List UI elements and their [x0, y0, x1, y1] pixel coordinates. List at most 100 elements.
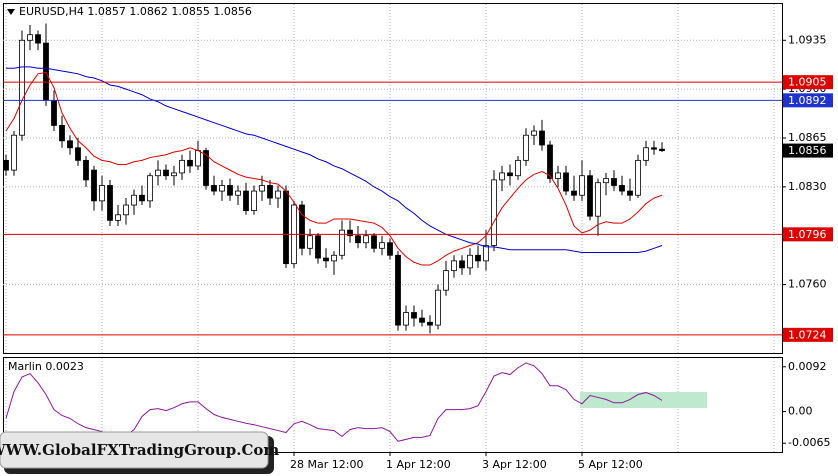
candle-body	[387, 242, 393, 256]
grid-layer	[3, 4, 782, 452]
candle-body	[475, 254, 481, 262]
candle-body	[515, 159, 521, 177]
candle-body	[499, 172, 505, 181]
watermark: WWW.GlobalFXTradingGroup.Com	[0, 431, 279, 474]
candle-body	[27, 34, 33, 41]
candle-body	[251, 190, 257, 212]
candle-body	[555, 172, 561, 179]
candle-body	[155, 169, 161, 177]
y-tick-label: 1.0865	[788, 131, 827, 144]
candle-body	[363, 235, 369, 244]
y-tick-label: -0.0065	[788, 436, 830, 449]
candle-body	[83, 159, 89, 181]
candle-body	[187, 159, 193, 167]
candle-body	[403, 312, 409, 326]
candle-body	[603, 178, 609, 184]
candle-body	[139, 194, 145, 202]
y-tick-label: 1.0830	[788, 180, 827, 193]
main-panel	[3, 3, 783, 354]
candle-body	[123, 204, 129, 216]
moving-average	[6, 66, 663, 253]
candle-body	[419, 317, 425, 323]
collapse-arrow	[7, 9, 15, 15]
candle-body	[299, 204, 305, 249]
candle-body	[467, 254, 473, 269]
candle-body	[619, 185, 625, 192]
candle-body	[635, 159, 641, 196]
x-tick-label: 3 Apr 12:00	[482, 458, 547, 471]
watermark-box	[0, 431, 269, 469]
candle-body	[611, 178, 617, 186]
y-tick-label: 1.0760	[788, 278, 827, 291]
price-label-box	[783, 143, 833, 158]
candle-body	[531, 130, 537, 136]
moving-average	[5, 71, 663, 266]
x-tick-label: 28 Mar 12:00	[290, 458, 363, 471]
candle-body	[163, 169, 169, 177]
candle-body	[339, 229, 345, 256]
candle-body	[539, 130, 545, 146]
candle-body	[659, 148, 665, 151]
candle-body	[571, 190, 577, 196]
level-label: 1.0796	[788, 228, 827, 241]
x-tick-label: 1 Apr 12:00	[386, 458, 451, 471]
candle-body	[11, 134, 17, 171]
candle-body	[523, 134, 529, 161]
candle-body	[547, 144, 553, 179]
candle-body	[35, 34, 41, 44]
level-label-box	[783, 93, 833, 108]
candle-body	[59, 125, 65, 142]
candle-body	[347, 229, 353, 237]
candle-body	[91, 169, 97, 202]
y-tick-label: 0.0092	[788, 360, 827, 373]
y-tick-label: 1.0935	[788, 33, 827, 46]
candle-body	[259, 185, 265, 192]
highlight-zone	[580, 392, 707, 408]
candle-body	[627, 190, 633, 196]
candle-body	[107, 185, 113, 221]
candle-body	[43, 42, 49, 101]
candle-body	[459, 260, 465, 269]
candle-body	[219, 185, 225, 192]
candle-body	[275, 190, 281, 199]
candle-body	[99, 185, 105, 202]
candle-body	[171, 172, 177, 177]
candle-body	[435, 289, 441, 326]
candle-body	[395, 254, 401, 326]
candle-body	[563, 172, 569, 192]
candle-body	[195, 150, 201, 167]
candle-body	[323, 257, 329, 262]
candle-body	[51, 99, 57, 126]
candle-body	[243, 190, 249, 212]
candle-body	[579, 175, 585, 196]
level-label: 1.0905	[788, 76, 827, 89]
candle-body	[179, 159, 185, 174]
price-label: 1.0856	[788, 144, 827, 157]
candle-body	[235, 190, 241, 196]
candle-body	[451, 260, 457, 272]
indicator-panel	[3, 357, 783, 453]
indicator-title: Marlin 0.0023	[8, 360, 84, 373]
candle-body	[587, 175, 593, 217]
watermark-text: WWW.GlobalFXTradingGroup.Com	[0, 441, 279, 459]
candle-body	[267, 185, 273, 199]
candle-body	[75, 147, 81, 161]
candle-body	[595, 182, 601, 217]
candle-body	[507, 172, 513, 177]
candle-body	[483, 245, 489, 262]
level-label: 1.0724	[788, 328, 827, 341]
candle-body	[147, 175, 153, 202]
chart-title: EURUSD,H4 1.0857 1.0862 1.0855 1.0856	[19, 5, 252, 18]
candle-body	[315, 235, 321, 259]
candle-body	[19, 39, 25, 136]
candle-body	[115, 214, 121, 221]
marks-layer	[3, 23, 665, 442]
candle-body	[227, 185, 233, 196]
y-tick-label: 0.00	[788, 405, 813, 418]
x-tick-label: 5 Apr 12:00	[578, 458, 643, 471]
candle-body	[307, 235, 313, 249]
candle-body	[379, 242, 385, 249]
